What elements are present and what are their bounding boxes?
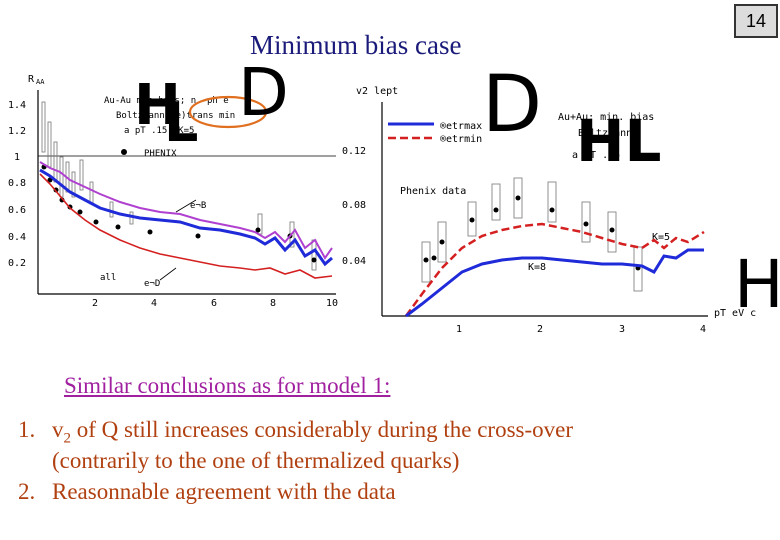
left-legend-line: Boltzmann (e)trans min [116,111,235,121]
right-glyph-hl: HL [576,107,662,175]
right-ylabel: v2 lept [356,86,398,97]
right-annot-k5: K=5 [652,232,670,243]
list-text: v2 of Q still increases considerably dur… [52,417,574,447]
right-ytick: 0.08 [342,200,366,211]
right-annot-k8: K=8 [528,262,546,273]
conclusion-heading: Similar conclusions as for model 1: [64,373,391,398]
left-ytick: 0.6 [8,205,26,216]
left-legend-line: a pT .15, K=5 [124,126,194,136]
right-info-line: Boltzmann [578,128,632,139]
left-plot: 1.4 1.2 1 0.8 0.6 0.4 0.2 2 4 6 8 10 R A… [8,74,338,309]
left-annot-all: all [100,273,116,283]
page-number: 14 [734,4,778,38]
right-xtick: 3 [619,324,625,335]
list-number: 2. [18,479,36,504]
highlight-circle [188,95,268,129]
list-text: (contrarily to the one of thermalized qu… [52,448,460,473]
right-xtick: 4 [700,324,706,335]
right-xlabel: pT eV c [714,308,756,319]
right-curve-red [404,222,705,317]
left-ytick: 1 [14,152,20,163]
far-glyph-h: H [734,246,780,323]
right-xtick: 2 [537,324,543,335]
left-xtick: 8 [270,298,276,309]
right-xtick: 1 [456,324,462,335]
left-ytick: 1.2 [8,126,26,137]
left-ytick: 1.4 [8,100,26,111]
left-xtick: 4 [151,298,157,309]
right-legend-min: ®etrmin [440,134,482,145]
left-annot-eD: e¬D [144,279,160,289]
right-legend-max: ®etrmax [440,121,482,132]
left-annot-eB: e¬B [190,201,206,211]
right-ytick: 0.12 [342,146,366,157]
left-phenix-label: PHENIX [144,149,177,159]
left-xtick: 10 [326,298,338,309]
right-plot: v2 lept 0.12 0.08 0.04 1 2 3 4 pT eV c ®… [342,86,756,335]
right-info-line: Au+Au; min. bias [558,112,654,123]
left-curve-red [39,173,333,279]
left-xtick: 2 [92,298,98,309]
right-glyph-d: D [482,60,543,150]
phenix-marker [121,149,127,155]
left-glyph-d: D [238,54,289,131]
right-ytick: 0.04 [342,256,366,267]
list-number: 1. [18,417,36,442]
right-curve-blue [405,248,704,318]
list-text: Reasonnable agreement with the data [52,479,396,504]
right-info-line: a pT .15 [572,150,620,161]
left-glyph-h: H [134,73,181,138]
slide-title: Minimum bias case [250,30,462,60]
left-ytick: 0.4 [8,232,26,243]
left-ytick: 0.8 [8,178,26,189]
left-legend-line: Au-Au min bias; n.-ph e [104,96,229,106]
left-ylabel-sub: AA [36,78,45,86]
left-xtick: 6 [211,298,217,309]
left-ylabel: R [28,74,35,85]
left-curve-magenta [39,161,333,260]
right-annot-phenix: Phenix data [400,186,466,197]
left-glyph-l: L [164,91,199,154]
left-ytick: 0.2 [8,258,26,269]
left-curve-blue [39,168,333,267]
